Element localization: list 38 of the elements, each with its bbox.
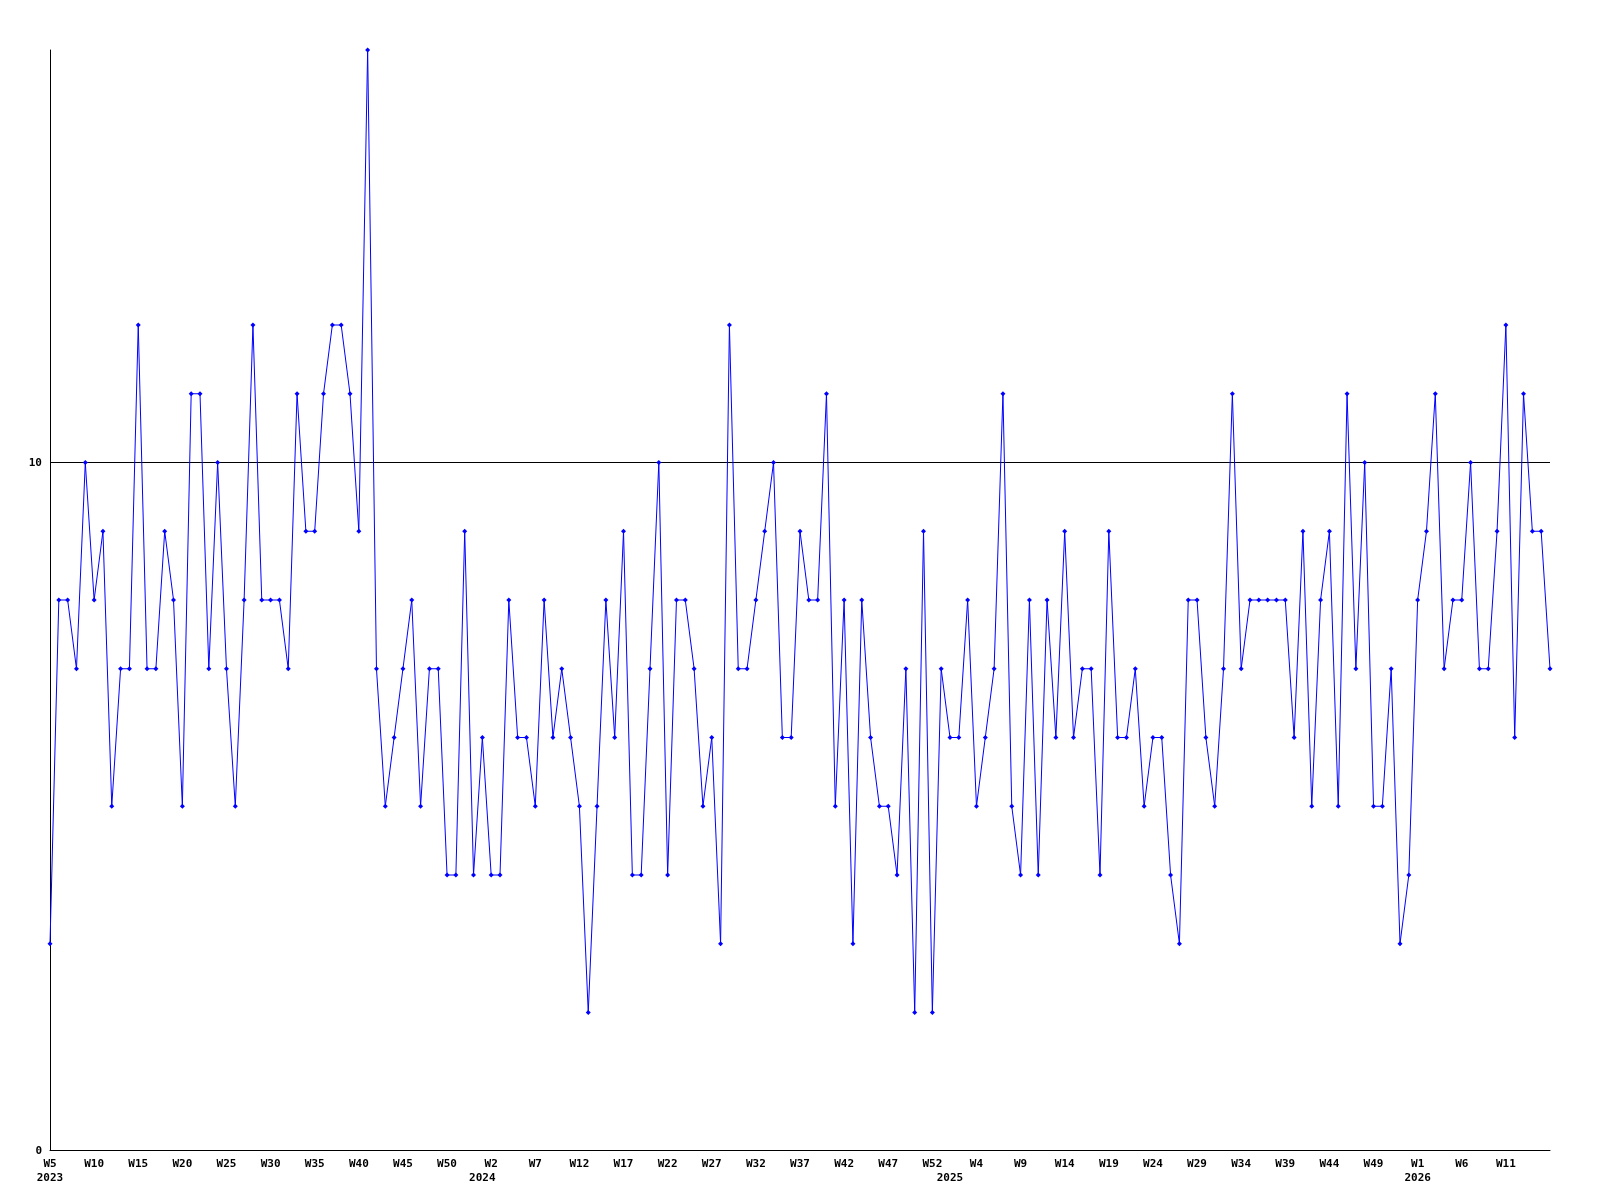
x-tick-label: W6 <box>1455 1156 1469 1170</box>
x-tick-label: W49 <box>1363 1156 1384 1170</box>
x-tick-label: W2 <box>484 1156 498 1170</box>
x-tick-label: W12 <box>569 1156 590 1170</box>
x-tick-label: W20 <box>172 1156 193 1170</box>
x-tick-label: W45 <box>393 1156 413 1170</box>
x-tick-label: 2025 <box>936 1170 964 1184</box>
x-tick-label: W25 <box>216 1156 237 1170</box>
y-tick-label: 0 <box>35 1143 42 1157</box>
x-tick-label: W1 2026 <box>1404 1156 1432 1184</box>
x-tick-label: W29 <box>1187 1156 1207 1170</box>
x-tick-label: W52 <box>922 1156 943 1170</box>
x-tick-label: W32 <box>745 1156 766 1170</box>
x-tick-label: W14 <box>1054 1156 1076 1170</box>
x-tick-label: W17 <box>613 1156 634 1170</box>
x-tick-label: W34 <box>1231 1156 1252 1170</box>
x-tick-label: W9 <box>1013 1156 1028 1170</box>
x-tick-label: W50 <box>437 1156 457 1170</box>
x-tick-label: W5 2023 <box>36 1156 64 1184</box>
x-tick-label: W19 <box>1098 1156 1119 1170</box>
x-tick-label: W15 <box>128 1156 149 1170</box>
x-tick-label: W22 <box>657 1156 678 1170</box>
x-tick-label: W42 <box>834 1156 855 1170</box>
x-tick-label: W35 <box>304 1156 325 1170</box>
x-tick-label: W4 <box>969 1156 984 1170</box>
x-tick-label: W44 <box>1319 1156 1340 1170</box>
x-tick-label: W7 <box>528 1156 542 1170</box>
x-tick-label: W11 <box>1495 1156 1517 1170</box>
x-tick-label: W27 <box>701 1156 722 1170</box>
y-tick-label: 10 <box>28 456 42 469</box>
x-tick-label: W30 <box>260 1156 281 1170</box>
x-tick-label: W39 <box>1275 1156 1296 1170</box>
x-tick-label: W37 <box>790 1156 810 1170</box>
x-tick-label: W40 <box>348 1156 369 1170</box>
x-tick-label: 2024 <box>469 1170 496 1184</box>
x-tick-label: W47 <box>878 1156 899 1170</box>
x-tick-label: W10 <box>84 1156 105 1170</box>
x-tick-label: W24 <box>1143 1156 1164 1170</box>
